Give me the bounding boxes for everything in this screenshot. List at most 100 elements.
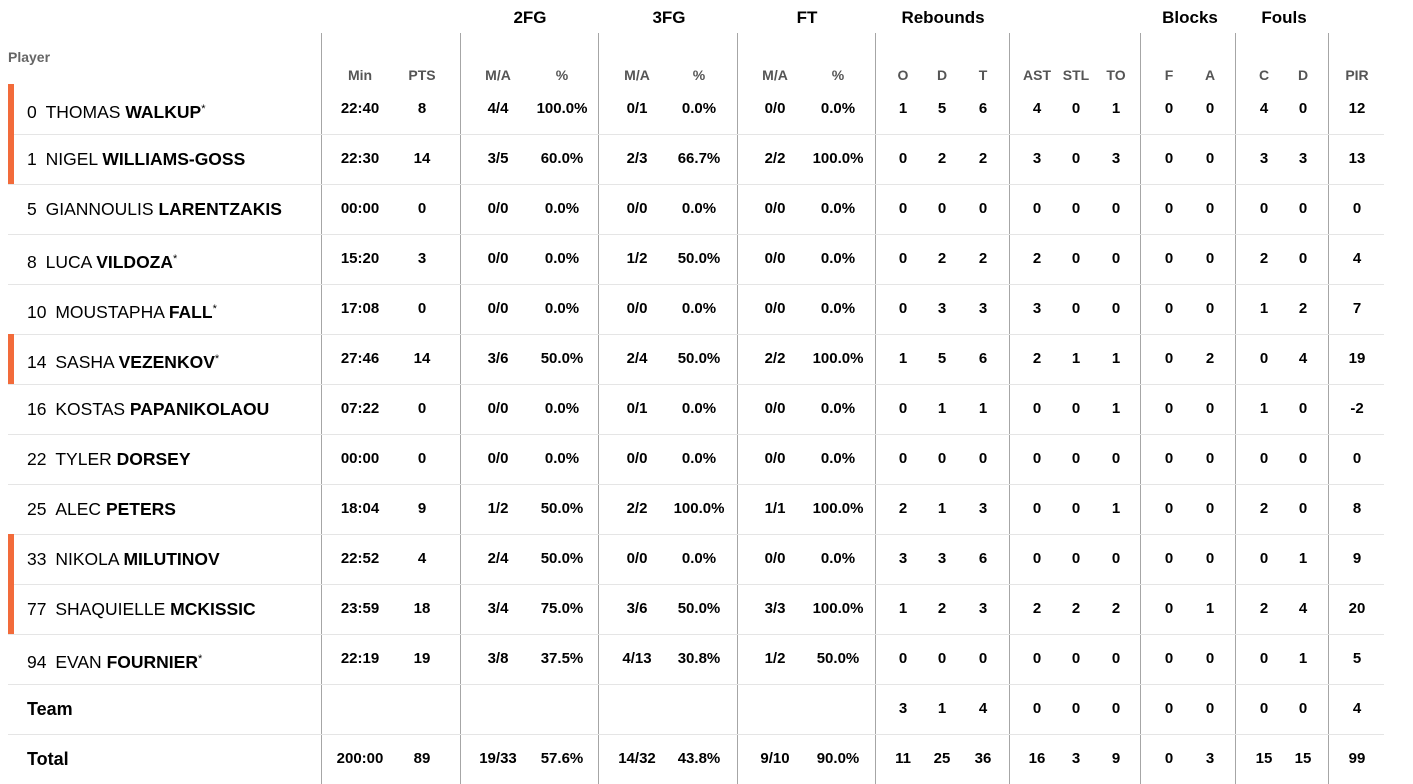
player-name[interactable]: 0 THOMAS WALKUP*	[27, 84, 205, 134]
stat-min: 23:59	[340, 600, 380, 617]
stat-ft-ma: 0/0	[764, 100, 786, 117]
team-label: Team	[27, 699, 73, 719]
stat-reb-o: 0	[898, 400, 908, 417]
col-header-2fg-pct[interactable]: %	[555, 67, 569, 83]
stat-stl: 0	[1071, 700, 1081, 717]
column-divider	[1328, 33, 1329, 784]
stat-2fg-ma: 4/4	[487, 100, 509, 117]
player-name[interactable]: 25 ALEC PETERS	[27, 484, 176, 534]
stat-blk-a: 0	[1205, 300, 1215, 317]
player-name[interactable]: 94 EVAN FOURNIER*	[27, 634, 202, 684]
stat-3fg-pct: 0.0%	[681, 100, 717, 117]
stat-to: 0	[1111, 300, 1121, 317]
player-name[interactable]: 16 KOSTAS PAPANIKOLAOU	[27, 384, 269, 434]
col-header-reb-d[interactable]: D	[936, 67, 948, 83]
stat-min: 27:46	[340, 350, 380, 367]
stat-to: 2	[1111, 600, 1121, 617]
row-highlight-bar	[8, 534, 14, 584]
stat-pts: 14	[413, 150, 431, 167]
col-header-ft-pct[interactable]: %	[831, 67, 845, 83]
col-header-3fg-pct[interactable]: %	[692, 67, 706, 83]
stat-pts: 4	[417, 550, 427, 567]
starter-mark: *	[201, 103, 206, 115]
stat-pir: 20	[1348, 600, 1366, 617]
stat-reb-t: 0	[978, 450, 988, 467]
stat-3fg-pct: 43.8%	[677, 750, 721, 767]
stat-blk-a: 0	[1205, 250, 1215, 267]
stat-2fg-pct: 37.5%	[540, 650, 584, 667]
stat-blk-f: 0	[1164, 550, 1174, 567]
table-row: 25 ALEC PETERS 18:04 9 1/2 50.0% 2/2 100.0% 1/1…	[8, 484, 1384, 535]
col-header-2fg-ma[interactable]: M/A	[485, 67, 511, 83]
stat-ft-pct: 0.0%	[820, 450, 856, 467]
stat-ast: 3	[1032, 300, 1042, 317]
stat-ast: 0	[1032, 450, 1042, 467]
player-name[interactable]: 1 NIGEL WILLIAMS-GOSS	[27, 134, 245, 184]
stat-reb-t: 3	[978, 300, 988, 317]
stat-foul-c: 0	[1259, 200, 1269, 217]
stat-reb-o: 0	[898, 650, 908, 667]
stat-reb-o: 0	[898, 150, 908, 167]
player-last-name: WALKUP	[125, 102, 202, 122]
player-name[interactable]: 14 SASHA VEZENKOV*	[27, 334, 219, 384]
col-header-blk-a[interactable]: A	[1204, 67, 1216, 83]
stat-foul-c: 2	[1259, 600, 1269, 617]
col-header-pts[interactable]: PTS	[408, 67, 436, 83]
stat-blk-f: 0	[1164, 500, 1174, 517]
row-highlight-bar	[8, 584, 14, 634]
stat-2fg-ma: 3/8	[487, 650, 509, 667]
col-header-pir[interactable]: PIR	[1345, 67, 1369, 83]
player-number: 16	[27, 399, 47, 419]
stat-blk-f: 0	[1164, 600, 1174, 617]
col-header-ast[interactable]: AST	[1023, 67, 1051, 83]
col-header-blk-f[interactable]: F	[1164, 67, 1174, 83]
stat-stl: 0	[1071, 650, 1081, 667]
col-header-reb-t[interactable]: T	[978, 67, 988, 83]
stat-blk-f: 0	[1164, 400, 1174, 417]
stat-stl: 2	[1071, 600, 1081, 617]
stat-reb-o: 1	[898, 100, 908, 117]
stat-pir: 7	[1352, 300, 1362, 317]
player-last-name: PETERS	[105, 499, 176, 519]
stat-3fg-pct: 100.0%	[673, 500, 725, 517]
col-header-foul-d[interactable]: D	[1297, 67, 1309, 83]
player-number: 5	[27, 199, 37, 219]
stat-3fg-ma	[603, 684, 671, 734]
col-header-foul-c[interactable]: C	[1258, 67, 1270, 83]
starter-mark: *	[173, 253, 178, 265]
stat-3fg-ma: 14/32	[618, 750, 656, 767]
player-name[interactable]: 33 NIKOLA MILUTINOV	[27, 534, 220, 584]
stat-reb-t: 6	[978, 550, 988, 567]
col-header-reb-o[interactable]: O	[897, 67, 909, 83]
stat-3fg-ma: 0/0	[626, 300, 648, 317]
col-header-min[interactable]: Min	[347, 67, 373, 83]
stat-stl: 0	[1071, 400, 1081, 417]
stat-reb-d: 5	[937, 350, 947, 367]
player-name[interactable]: 5 GIANNOULIS LARENTZAKIS	[27, 184, 282, 234]
stat-3fg-pct: 0.0%	[681, 300, 717, 317]
stat-min: 17:08	[340, 300, 380, 317]
col-header-ft-ma[interactable]: M/A	[762, 67, 788, 83]
stat-ast: 0	[1032, 700, 1042, 717]
col-header-to[interactable]: TO	[1106, 67, 1126, 83]
stat-3fg-pct: 30.8%	[677, 650, 721, 667]
player-number: 33	[27, 549, 47, 569]
player-name[interactable]: 10 MOUSTAPHA FALL*	[27, 284, 217, 334]
stat-ast: 16	[1028, 750, 1046, 767]
stat-2fg-ma	[464, 684, 532, 734]
stat-foul-c: 2	[1259, 250, 1269, 267]
stat-2fg-pct: 50.0%	[540, 350, 584, 367]
stat-foul-c: 0	[1259, 650, 1269, 667]
col-header-stl[interactable]: STL	[1062, 67, 1090, 83]
stat-reb-t: 0	[978, 200, 988, 217]
stat-ft-ma: 1/2	[764, 650, 786, 667]
player-name[interactable]: 8 LUCA VILDOZA*	[27, 234, 177, 284]
stat-3fg-pct: 50.0%	[677, 600, 721, 617]
col-header-3fg-ma[interactable]: M/A	[624, 67, 650, 83]
stat-3fg-pct: 0.0%	[681, 200, 717, 217]
player-name[interactable]: 77 SHAQUIELLE MCKISSIC	[27, 584, 256, 634]
stat-foul-c: 3	[1259, 150, 1269, 167]
stat-stl: 0	[1071, 500, 1081, 517]
player-name[interactable]: 22 TYLER DORSEY	[27, 434, 191, 484]
player-first-name: SASHA	[55, 352, 114, 372]
